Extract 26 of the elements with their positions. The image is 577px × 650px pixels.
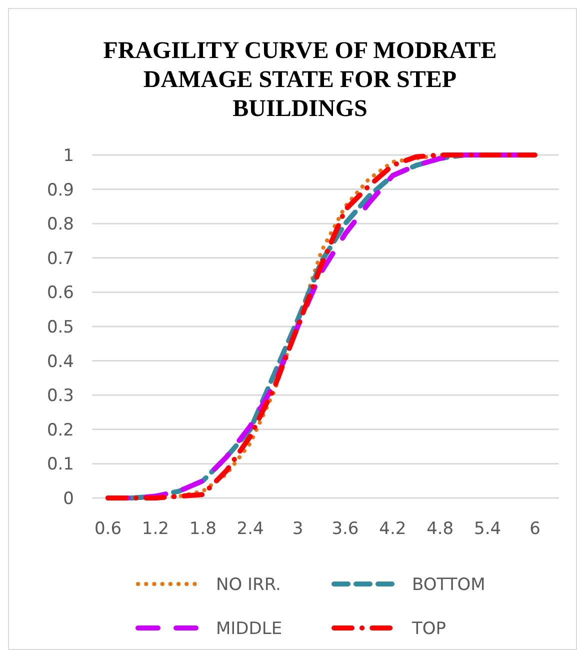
y-tick-label: 0.6 bbox=[46, 283, 74, 304]
x-tick-label: 3 bbox=[292, 519, 304, 539]
x-tick-label: 4.2 bbox=[379, 519, 406, 539]
y-tick-label: 0.3 bbox=[46, 386, 74, 406]
y-tick-label: 1 bbox=[63, 146, 74, 166]
y-tick-label: 0.5 bbox=[46, 318, 74, 338]
y-tick-label: 0.4 bbox=[46, 352, 74, 372]
y-tick-label: 0.9 bbox=[46, 180, 74, 200]
legend-label: MIDDLE bbox=[216, 619, 282, 639]
chart-title: FRAGILITY CURVE OF MODRATE DAMAGE STATE FOR STEP BUILDINGS bbox=[103, 38, 497, 122]
y-tick-label: 0.7 bbox=[46, 248, 74, 269]
y-tick-label: 0 bbox=[63, 489, 74, 509]
legend-label: TOP bbox=[411, 619, 446, 639]
y-tick-label: 0.8 bbox=[46, 214, 74, 235]
x-tick-label: 1.2 bbox=[142, 519, 169, 539]
x-tick-label: 5.4 bbox=[474, 519, 502, 539]
x-tick-label: 2.4 bbox=[236, 519, 264, 539]
x-tick-label: 6 bbox=[530, 519, 540, 539]
x-tick-label: 4.8 bbox=[426, 519, 454, 539]
x-tick-label: 3.6 bbox=[332, 519, 359, 539]
x-tick-label: 1.8 bbox=[189, 519, 216, 539]
y-tick-label: 0.1 bbox=[46, 454, 74, 475]
x-tick-label: 0.6 bbox=[94, 519, 122, 539]
legend-label: BOTTOM bbox=[412, 575, 486, 595]
legend-label: NO IRR. bbox=[216, 575, 281, 595]
y-tick-label: 0.2 bbox=[46, 420, 74, 440]
